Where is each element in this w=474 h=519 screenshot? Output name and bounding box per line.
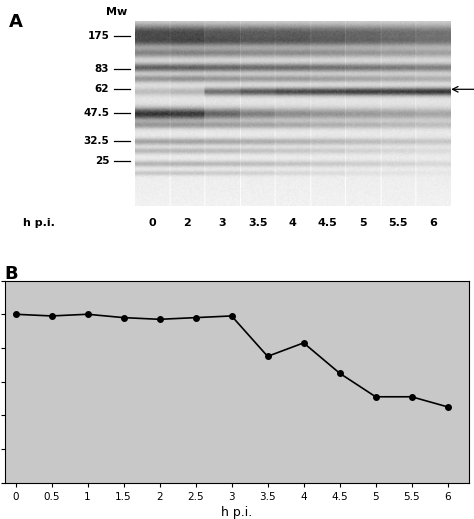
Text: 32.5: 32.5 [83, 136, 109, 146]
Text: 0: 0 [148, 218, 156, 228]
X-axis label: h p.i.: h p.i. [221, 506, 253, 519]
Text: h p.i.: h p.i. [23, 218, 55, 228]
Text: 25: 25 [95, 156, 109, 166]
Text: 83: 83 [95, 64, 109, 74]
Text: 5.5: 5.5 [388, 218, 408, 228]
Text: Mw: Mw [106, 7, 127, 17]
Text: B: B [5, 265, 18, 283]
Text: 3.5: 3.5 [248, 218, 267, 228]
Text: 47.5: 47.5 [83, 108, 109, 118]
Text: 62: 62 [95, 84, 109, 94]
Text: 175: 175 [87, 31, 109, 41]
Text: 4.5: 4.5 [318, 218, 337, 228]
Text: A: A [9, 12, 23, 31]
Text: 2: 2 [183, 218, 191, 228]
Text: 4: 4 [289, 218, 297, 228]
Text: 3: 3 [219, 218, 227, 228]
Text: 5: 5 [359, 218, 367, 228]
Text: 6: 6 [429, 218, 437, 228]
